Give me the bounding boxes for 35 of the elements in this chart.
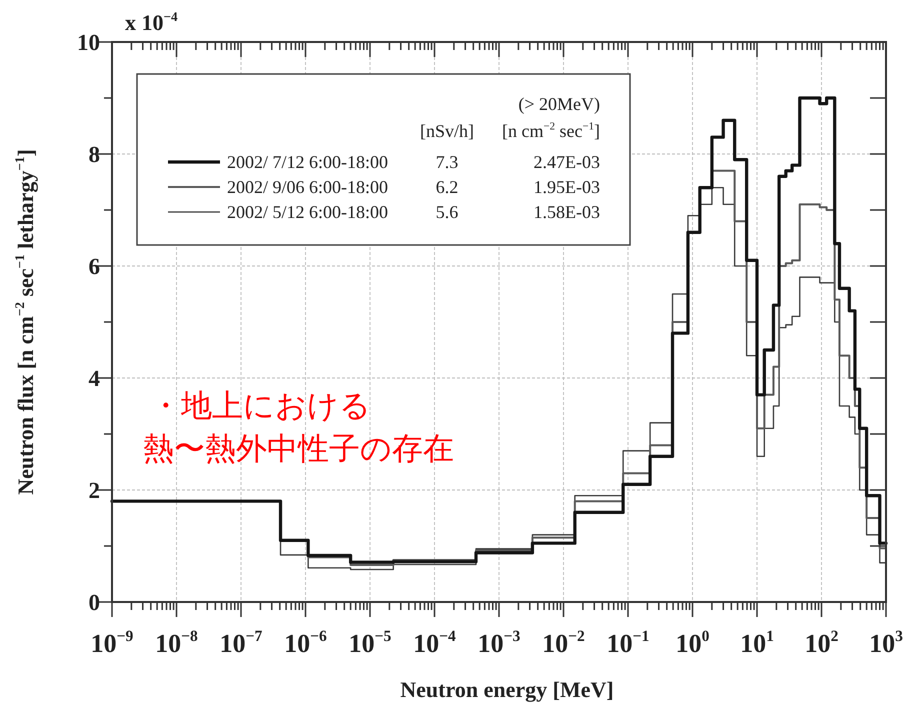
xtick: 10$^{−9}$ bbox=[90, 628, 134, 658]
ytick: 2 bbox=[88, 478, 100, 503]
xtick: 10$^{−2}$ bbox=[542, 628, 585, 658]
multiplier: x 10$^{−4}$ bbox=[125, 8, 178, 35]
legend-header: (> 20MeV) bbox=[518, 94, 600, 114]
legend-label: 2002/ 5/12 6:00-18:00 bbox=[227, 202, 388, 222]
xtick: 10$^{−1}$ bbox=[606, 628, 650, 658]
xtick: 10$^{−3}$ bbox=[478, 628, 520, 658]
xtick: 10$^{0}$ bbox=[676, 628, 710, 658]
legend-label: 2002/ 9/06 6:00-18:00 bbox=[227, 177, 388, 197]
xtick: 10$^{−4}$ bbox=[413, 628, 456, 658]
xtick: 10$^{3}$ bbox=[869, 628, 903, 658]
legend-cell: 6.2 bbox=[436, 177, 458, 197]
xtick: 10$^{−6}$ bbox=[284, 628, 327, 658]
xtick: 10$^{−7}$ bbox=[220, 628, 262, 658]
legend-cell: 2.47E-03 bbox=[534, 152, 600, 172]
legend-header: [nSv/h] bbox=[420, 121, 474, 141]
xtick: 10$^{1}$ bbox=[740, 628, 774, 658]
xtick: 10$^{2}$ bbox=[804, 628, 838, 658]
ytick: 4 bbox=[88, 366, 100, 391]
ytick: 6 bbox=[88, 254, 100, 279]
xtick: 10$^{−5}$ bbox=[348, 628, 392, 658]
legend-cell: 5.6 bbox=[436, 202, 458, 222]
legend-cell: 1.95E-03 bbox=[534, 177, 600, 197]
ytick: 8 bbox=[88, 142, 100, 167]
note: 熱〜熱外中性子の存在 bbox=[143, 431, 454, 467]
legend-cell: 7.3 bbox=[436, 152, 458, 172]
note: ・地上における bbox=[150, 388, 371, 424]
legend-header: [n cm$^{−2}$ sec$^{−1}$] bbox=[502, 120, 600, 141]
xlabel: Neutron energy [MeV] bbox=[400, 677, 614, 702]
legend-label: 2002/ 7/12 6:00-18:00 bbox=[227, 152, 388, 172]
ytick: 10 bbox=[77, 30, 100, 55]
ytick: 0 bbox=[88, 590, 100, 615]
xtick: 10$^{−8}$ bbox=[155, 628, 198, 658]
legend-cell: 1.58E-03 bbox=[534, 202, 600, 222]
